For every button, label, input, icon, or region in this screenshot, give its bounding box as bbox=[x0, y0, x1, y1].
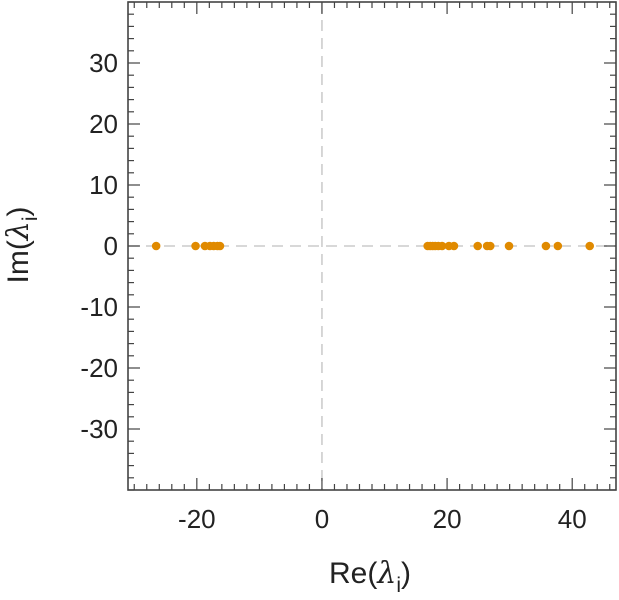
x-axis-title-symbol: λ bbox=[376, 556, 396, 591]
y-axis-title-suffix: ) bbox=[2, 206, 35, 216]
x-axis-title-prefix: Re( bbox=[329, 557, 377, 590]
y-tick-label: 20 bbox=[89, 109, 118, 139]
y-axis-title: Im(λi) bbox=[1, 206, 42, 283]
x-axis-title-suffix: ) bbox=[401, 557, 411, 590]
y-axis-title-symbol: λ bbox=[1, 221, 36, 241]
x-tick-label: -20 bbox=[178, 504, 216, 534]
tick-labels: -20 0 20 40 -30 -20 -10 0 10 20 30 bbox=[80, 48, 586, 534]
eigenvalue-point bbox=[585, 241, 595, 251]
eigenvalue-point bbox=[504, 241, 514, 251]
y-tick-label: -10 bbox=[80, 292, 118, 322]
eigenvalue-point bbox=[541, 241, 551, 251]
eigenvalue-point bbox=[151, 241, 161, 251]
y-tick-label: -20 bbox=[80, 353, 118, 383]
eigenvalue-point bbox=[437, 241, 447, 251]
x-tick-label: 40 bbox=[558, 504, 587, 534]
y-tick-label: 0 bbox=[104, 231, 118, 261]
y-tick-label: 30 bbox=[89, 48, 118, 78]
plot-frame bbox=[127, 1, 617, 491]
x-axis-title-subscript: i bbox=[396, 574, 401, 597]
eigenvalue-point bbox=[485, 241, 495, 251]
y-tick-label: -30 bbox=[80, 414, 118, 444]
data-points bbox=[151, 241, 595, 251]
y-axis-title-subscript: i bbox=[19, 216, 42, 221]
eigenvalue-point bbox=[553, 241, 563, 251]
eigenvalue-point bbox=[473, 241, 483, 251]
eigenvalue-point bbox=[191, 241, 200, 251]
x-tick-label: 0 bbox=[315, 504, 329, 534]
x-axis-title: Re(λi) bbox=[329, 556, 411, 597]
x-tick-label: 20 bbox=[433, 504, 462, 534]
y-tick-label: 10 bbox=[89, 170, 118, 200]
eigenvalue-point bbox=[215, 241, 225, 251]
eigenvalue-point bbox=[449, 241, 459, 251]
y-axis-title-prefix: Im( bbox=[2, 240, 35, 283]
